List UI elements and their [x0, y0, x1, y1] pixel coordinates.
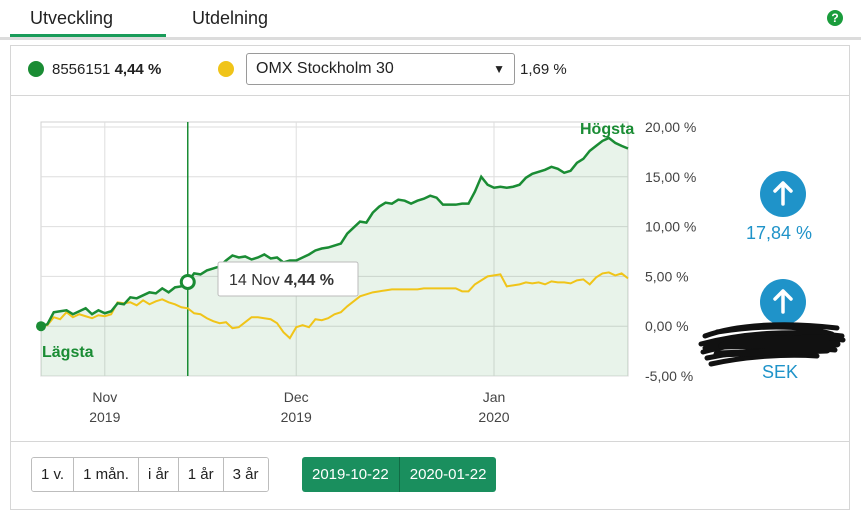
x-tick-month: Nov: [92, 389, 117, 405]
index-change: 1,69 %: [520, 61, 567, 78]
tooltip-date: 14 Nov: [229, 272, 284, 289]
fund-return-value: 17,84 %: [746, 223, 813, 243]
tooltip-value: 4,44 %: [284, 272, 334, 289]
x-tick-year: 2019: [281, 409, 312, 425]
index-select-value: OMX Stockholm 30: [256, 60, 394, 77]
tab-utveckling[interactable]: Utveckling: [10, 6, 166, 37]
low-point-marker: [36, 321, 46, 332]
divider: [11, 441, 849, 442]
period-selector: 1 v. 1 mån. i år 1 år 3 år: [31, 457, 269, 492]
period-1-month[interactable]: 1 mån.: [74, 458, 139, 491]
fund-name: 8556151: [52, 61, 111, 78]
y-tick-label: 15,00 %: [645, 169, 696, 185]
period-ytd[interactable]: i år: [138, 458, 179, 491]
tooltip-box: [217, 261, 359, 297]
question-icon[interactable]: ?: [827, 10, 843, 26]
hover-point-marker: [179, 273, 196, 290]
date-from-button[interactable]: 2019-10-22: [312, 466, 389, 483]
y-tick-label: 0,00 %: [645, 318, 689, 334]
y-tick-label: -5,00 %: [645, 368, 693, 384]
redaction-scribble: [698, 322, 846, 367]
y-tick-label: 10,00 %: [645, 219, 696, 235]
plot-area: [40, 121, 629, 377]
period-1-year[interactable]: 1 år: [178, 458, 224, 491]
x-tick-year: 2019: [89, 409, 120, 425]
tab-utdelning[interactable]: Utdelning: [192, 8, 269, 28]
chart-legend: 8556151 4,44 % OMX Stockholm 30 ▼ 1,69 %: [11, 46, 849, 96]
date-to-button[interactable]: 2020-01-22: [398, 457, 497, 492]
currency-label: SEK: [762, 362, 799, 382]
index-series-dot-icon: [218, 61, 234, 77]
fund-return-arrow-up-icon: [760, 171, 806, 217]
y-tick-label: 20,00 %: [645, 119, 696, 135]
date-range: 2019-10-22 2020-01-22: [302, 457, 497, 492]
x-tick-month: Jan: [483, 389, 506, 405]
sek-return-arrow-up-icon: [760, 279, 806, 325]
y-tick-label: 5,00 %: [645, 268, 689, 284]
low-annotation: Lägsta: [42, 344, 94, 361]
tab-bar: Utveckling Utdelning ?: [0, 0, 861, 40]
x-tick-year: 2020: [478, 409, 509, 425]
x-tick-month: Dec: [284, 389, 309, 405]
high-annotation: Högsta: [580, 121, 634, 138]
caret-down-icon: ▼: [493, 62, 505, 76]
fund-change: 4,44 %: [114, 61, 162, 78]
performance-chart[interactable]: 20,00 % 15,00 % 10,00 % 5,00 % 0,00 % -5,00 %…: [0, 0, 861, 440]
period-3-years[interactable]: 3 år: [223, 458, 268, 491]
index-select[interactable]: OMX Stockholm 30 ▼: [246, 53, 515, 85]
chart-panel: 8556151 4,44 % OMX Stockholm 30 ▼ 1,69 %…: [10, 45, 850, 510]
fund-series-line: [40, 136, 629, 328]
index-series-line: [40, 271, 629, 340]
fund-legend-entry: 8556151 4,44 %: [52, 61, 161, 78]
fund-series-dot-icon: [28, 61, 44, 77]
tooltip-text: 14 Nov 4,44 %: [229, 272, 334, 289]
period-1-week[interactable]: 1 v.: [32, 458, 75, 491]
